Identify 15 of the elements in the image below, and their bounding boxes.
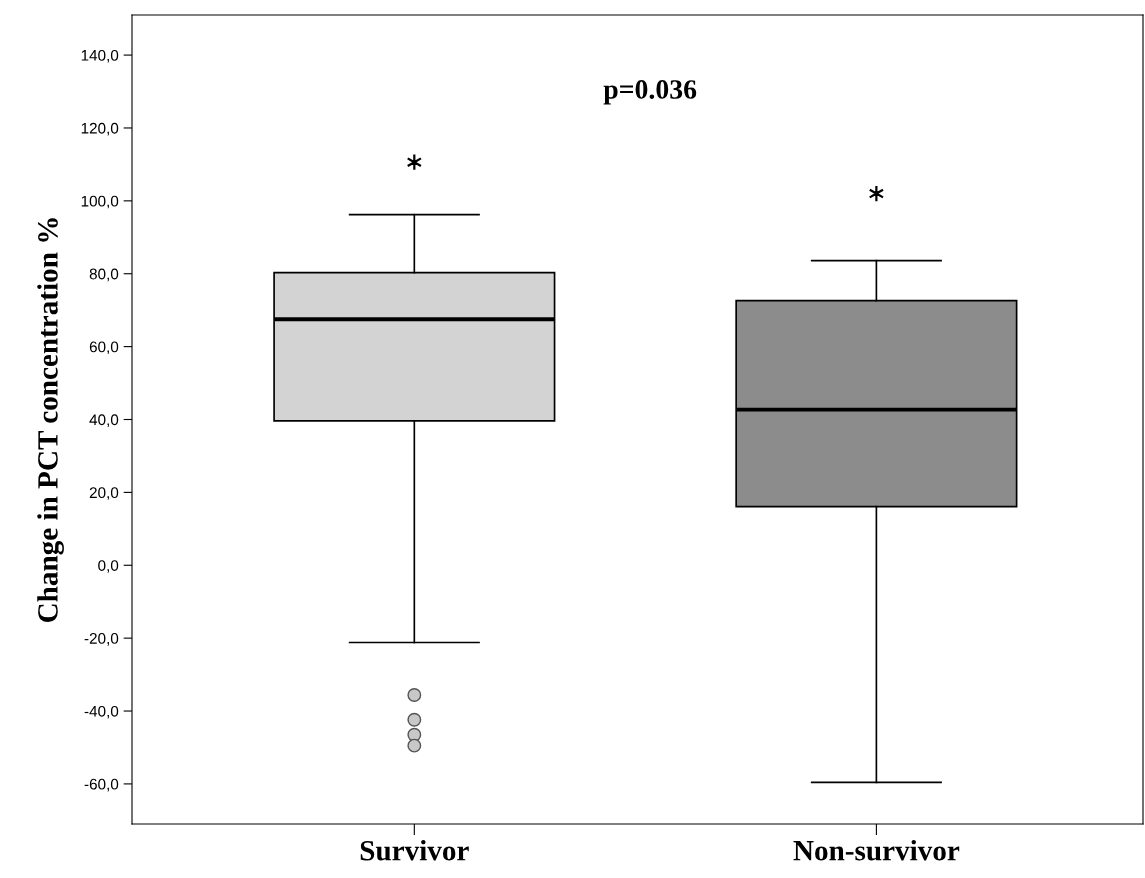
y-tick-label: 140,0: [81, 49, 119, 63]
y-tick-label: 100,0: [81, 195, 119, 209]
y-tick-label: 0,0: [98, 560, 119, 573]
annotation: p=0.036: [603, 80, 697, 105]
y-axis-title: Change in PCT concentration %: [37, 218, 64, 622]
y-tick-label: -40,0: [84, 705, 119, 719]
x-tick-label: Survivor: [360, 839, 469, 861]
y-tick-label: 20,0: [89, 487, 119, 500]
y-tick-label: 60,0: [89, 341, 119, 355]
x-tick-label: Non-survivor: [793, 839, 960, 861]
y-tick-label: -20,0: [84, 633, 119, 646]
y-tick-label: 40,0: [89, 414, 119, 427]
y-tick-label: 80,0: [89, 268, 119, 282]
y-tick-label: -60,0: [84, 778, 119, 792]
y-tick-label: 120,0: [81, 122, 119, 136]
